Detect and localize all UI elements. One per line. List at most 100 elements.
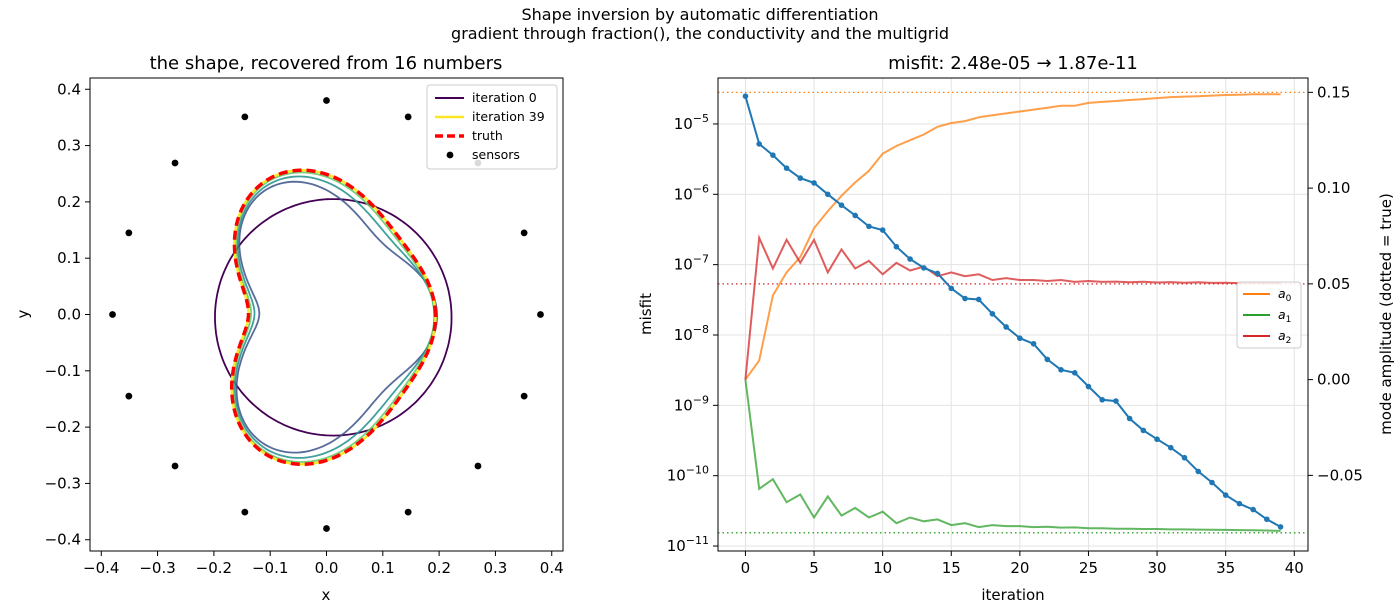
amplitude-y-tick-label: 0.05 [1317,275,1350,293]
shape-panel: the shape, recovered from 16 numbers −0.… [14,53,564,604]
misfit-point [783,165,790,171]
shape-curve-iteration-7 [233,175,436,459]
legend-label-a1-sub: 1 [1286,315,1292,325]
shape-x-tick-label: −0.4 [83,559,119,577]
misfit-point [1264,516,1270,523]
misfit-point [1181,454,1188,461]
legend-label-a1-base: a [1278,307,1286,322]
misfit-line [744,95,1282,528]
misfit-point [811,180,817,186]
misfit-axes-frame [717,77,1309,552]
misfit-point [975,296,982,303]
misfit-point [1003,324,1009,330]
shape-x-tick-label: −0.1 [252,559,288,577]
mode-line-a1 [744,379,1281,532]
misfit-panel: misfit: 2.48e-05 → 1.87e-11 0 5 10 15 20 25 30… [637,53,1395,604]
misfit-point [1113,398,1119,404]
legend-label-truth: truth [472,128,503,143]
misfit-point [770,152,776,158]
misfit-x-tick-label: 15 [942,559,961,577]
shape-curve-iteration-15 [232,171,436,463]
mode-line-a0 [744,93,1281,381]
shape-axes-ticks: −0.4 −0.3 −0.2 −0.1 0.0 0.1 0.2 0.3 0.4 0.4 0.3 0.2… [45,80,564,577]
shape-y-tick-label: 0.0 [57,306,81,324]
shape-panel-title: the shape, recovered from 16 numbers [150,53,503,74]
misfit-point [879,227,886,233]
sensor-point [323,525,330,532]
modes-legend: a0 a1 a2 [1236,281,1302,349]
shape-x-tick-label: −0.3 [139,559,175,577]
misfit-point [1250,506,1256,513]
misfit-point [866,223,872,230]
sensor-point [537,311,544,318]
misfit-point [797,175,804,181]
sensor-point [241,113,249,121]
sensor-point [171,159,179,167]
shape-y-axis-label: y [14,309,32,318]
sensor-point [474,462,482,470]
sensor-point [171,462,179,470]
misfit-point [1140,427,1147,434]
misfit-point [1030,340,1037,347]
misfit-point [1195,468,1202,475]
misfit-point [742,93,749,100]
shape-x-axis-label: x [322,586,331,604]
figure-title: Shape inversion by automatic differentia… [521,5,878,24]
misfit-point [934,270,941,277]
shape-plot-area [109,97,544,532]
misfit-plot-area [718,91,1308,534]
shape-x-tick-label: −0.2 [196,559,232,577]
misfit-x-axis-label: iteration [981,586,1044,604]
misfit-y-tick-label: 10−11 [667,534,709,555]
misfit-point [1126,415,1133,422]
misfit-point [921,265,927,271]
misfit-point [893,243,900,250]
misfit-point [907,256,913,262]
shape-y-tick-label: −0.4 [45,531,81,549]
shape-x-tick-label: 0.4 [540,559,564,577]
sensor-point [125,229,133,237]
misfit-point [1167,444,1174,451]
amplitude-y-tick-label: 0.15 [1317,83,1350,101]
legend-label-sensors: sensors [472,147,520,162]
misfit-x-tick-label: 30 [1148,559,1167,577]
shape-x-tick-label: 0.0 [315,559,339,577]
shape-legend-box [426,84,558,170]
misfit-point [1071,370,1078,376]
legend-label-a2-base: a [1278,328,1286,343]
misfit-point [1058,367,1064,373]
amplitude-y-axis-label: mode amplitude (dotted = true) [1377,193,1395,435]
shape-y-tick-label: −0.1 [45,362,81,380]
misfit-point [989,311,996,317]
misfit-point [1277,524,1284,530]
misfit-y-tick-label: 10−6 [674,182,709,203]
misfit-y-tick-label: 10−9 [674,393,709,414]
misfit-x-tick-label: 35 [1216,559,1235,577]
misfit-y-tick-label: 10−10 [667,464,709,485]
legend-marker-sensors [446,151,454,159]
figure-subtitle: gradient through fraction(), the conduct… [451,24,949,43]
misfit-y-tick-label: 10−7 [674,253,709,274]
sensor-point [109,311,116,318]
misfit-point [1085,383,1092,390]
misfit-axes-ticks: 0 5 10 15 20 25 30 35 4010−510−610−710−810−910−1… [667,83,1363,577]
sensor-point [404,508,412,516]
shape-curve-truth [229,168,438,467]
misfit-point [1222,492,1229,498]
legend-label-a2-sub: 2 [1286,336,1292,346]
misfit-point [824,191,831,198]
misfit-x-tick-label: 10 [873,559,892,577]
sensor-point [520,392,528,400]
legend-label-a0-base: a [1278,286,1286,301]
misfit-point [1154,436,1160,443]
shape-legend: iteration 0 iteration 39 truth sensors [426,84,558,170]
misfit-point [1017,335,1023,342]
mode-line-a2 [744,234,1281,380]
shape-x-tick-label: 0.2 [427,559,451,577]
sensor-point [520,229,528,237]
amplitude-y-tick-label: −0.05 [1317,466,1363,484]
misfit-y-tick-label: 10−8 [674,323,709,344]
shape-y-tick-label: −0.2 [45,418,81,436]
sensor-point [125,392,133,400]
